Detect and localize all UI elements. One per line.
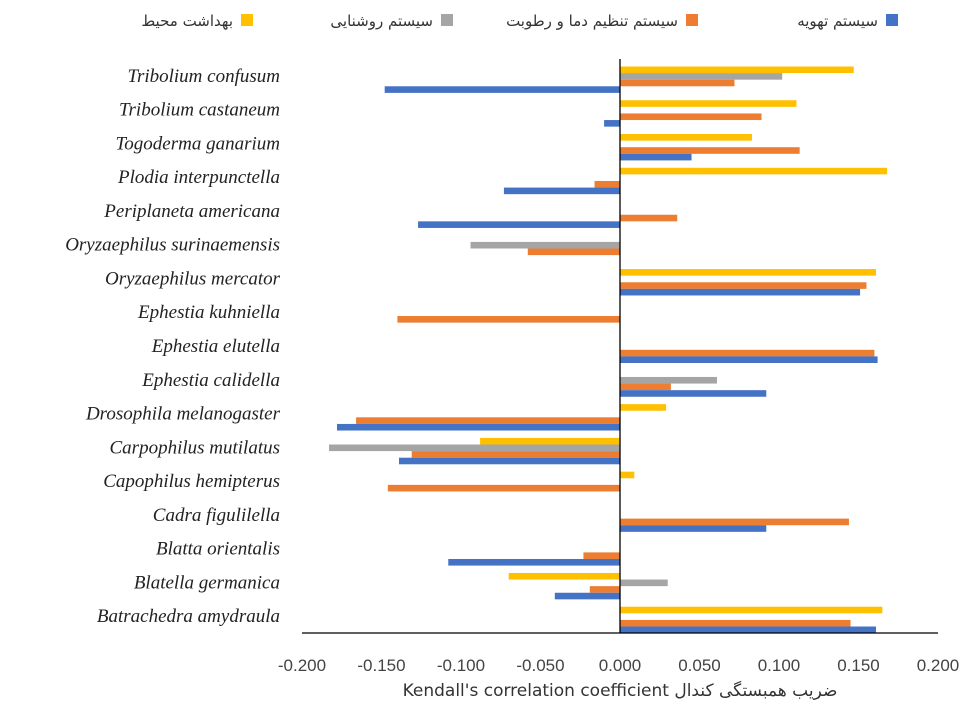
bar-0-16	[620, 606, 883, 614]
category-label: Drosophila melanogaster	[85, 404, 281, 425]
bar-2-4	[620, 214, 678, 222]
bar-0-2	[620, 134, 752, 141]
category-label: Ephestia kuhniella	[137, 302, 280, 323]
bar-3-8	[620, 356, 878, 363]
bar-3-15	[554, 592, 620, 600]
bar-0-1	[620, 100, 797, 107]
bar-2-16	[620, 619, 851, 627]
bar-2-6	[620, 282, 867, 289]
bar-0-10	[620, 404, 667, 411]
bar-3-14	[448, 558, 620, 566]
bar-0-15	[508, 572, 620, 580]
category-label: Plodia interpunctella	[117, 167, 280, 188]
bar-3-4	[418, 221, 620, 228]
category-labels: Tribolium confusum Tribolium castaneum Tog…	[65, 66, 280, 627]
bar-3-1	[604, 120, 620, 127]
legend-swatch	[686, 14, 698, 26]
x-axis-title: Kendall's correlation coefficient ضریب ه…	[403, 680, 838, 701]
bar-2-8	[620, 349, 875, 357]
legend-label: بهداشت محیط	[141, 12, 233, 30]
category-label: Tribolium castaneum	[119, 100, 280, 121]
bar-2-13	[620, 518, 849, 526]
bar-3-6	[620, 288, 861, 296]
bar-0-0	[620, 66, 854, 74]
x-tick-labels: -0.200 -0.150 -0.100 -0.050 0.000 0.050 0.100 0…	[278, 656, 959, 675]
bar-2-5	[527, 248, 620, 256]
bar-0-6	[620, 269, 876, 276]
bar-2-7	[397, 316, 620, 323]
bar-series	[329, 66, 888, 634]
bar-2-3	[594, 180, 620, 188]
bar-3-11	[398, 457, 620, 465]
x-tick-label: 0.200	[917, 656, 960, 675]
category-label: Tribolium confusum	[127, 66, 280, 87]
category-label: Blatta orientalis	[156, 539, 280, 560]
bar-2-1	[620, 113, 762, 121]
legend-swatch	[441, 14, 453, 26]
legend-swatch	[886, 14, 898, 26]
legend-label: سیستم روشنایی	[330, 12, 433, 30]
bar-3-3	[503, 187, 620, 195]
category-label: Ephestia elutella	[151, 336, 280, 357]
bar-2-15	[589, 586, 620, 593]
bar-3-2	[620, 153, 692, 161]
legend-label: سیستم تنظیم دما و رطوبت	[506, 12, 678, 30]
bar-2-0	[620, 79, 735, 87]
category-label: Periplaneta americana	[103, 201, 280, 222]
category-label: Ephestia calidella	[141, 370, 280, 391]
bar-3-10	[336, 423, 620, 431]
bar-2-2	[620, 147, 800, 154]
x-tick-label: -0.050	[516, 656, 564, 675]
category-label: Cadra figulilella	[153, 505, 280, 526]
x-tick-label: -0.150	[357, 656, 405, 675]
bar-1-0	[620, 73, 783, 80]
bar-0-3	[620, 167, 888, 175]
x-tick-label: 0.100	[758, 656, 801, 675]
bar-2-12	[387, 484, 620, 492]
bar-2-14	[583, 552, 620, 559]
legend-swatch	[241, 14, 253, 26]
bar-0-11	[480, 437, 620, 445]
x-tick-label: 0.000	[599, 656, 642, 675]
bar-3-13	[620, 525, 767, 532]
bar-3-9	[620, 390, 767, 397]
bar-2-9	[620, 383, 671, 391]
x-tick-label: 0.150	[837, 656, 880, 675]
bar-0-12	[620, 471, 635, 479]
bar-1-5	[470, 241, 620, 249]
legend: سیستم تهویه سیستم تنظیم دما و رطوبت سیستم …	[141, 12, 898, 30]
x-tick-label: -0.200	[278, 656, 326, 675]
x-tick-label: 0.050	[678, 656, 721, 675]
bar-3-0	[384, 86, 620, 93]
category-label: Blatella germanica	[134, 572, 280, 593]
category-label: Oryzaephilus mercator	[105, 268, 281, 289]
bar-2-10	[356, 417, 620, 424]
legend-label: سیستم تهویه	[797, 12, 878, 30]
category-label: Capophilus hemipterus	[103, 471, 280, 492]
category-label: Togoderma ganarium	[115, 133, 280, 154]
bar-3-16	[620, 626, 876, 634]
category-label: Oryzaephilus surinaemensis	[65, 235, 280, 256]
category-label: Carpophilus mutilatus	[110, 437, 281, 458]
bar-1-15	[620, 579, 668, 587]
category-label: Batrachedra amydraula	[97, 606, 280, 627]
bar-2-11	[411, 451, 620, 458]
bar-1-9	[620, 376, 717, 384]
bar-1-11	[329, 444, 620, 452]
x-tick-label: -0.100	[437, 656, 485, 675]
